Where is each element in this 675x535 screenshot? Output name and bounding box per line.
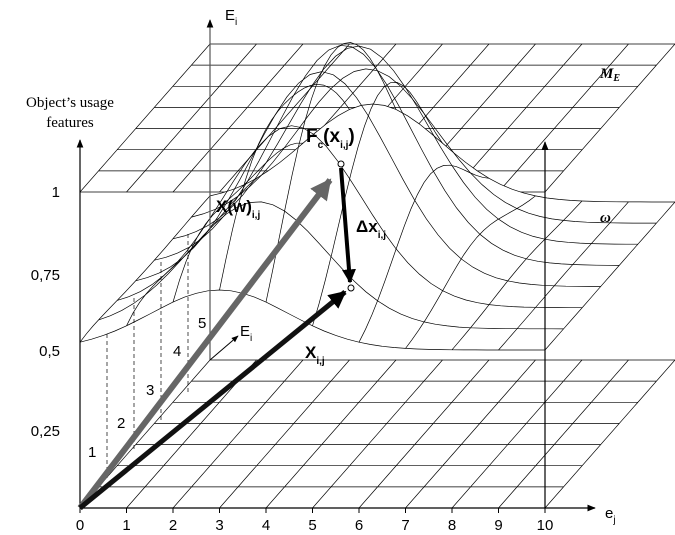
bottom-plane-grid [172, 359, 304, 509]
grids [79, 42, 675, 509]
surface-grid [312, 82, 443, 326]
y-tick: 1 [52, 184, 60, 201]
surface-edge [209, 103, 675, 203]
dx-label: Δxi,j [356, 217, 386, 241]
surface-grid [219, 83, 350, 291]
top-plane-grid [219, 43, 350, 193]
y-tick: 0,75 [31, 267, 60, 284]
foreground: Object’s usage features 1 0,75 0,5 0,25 0… [26, 7, 620, 534]
x-tick-label: 6 [355, 517, 363, 534]
delta-vector [339, 167, 356, 284]
depth-tick: 3 [146, 382, 154, 399]
top-plane-grid [544, 43, 675, 193]
depth-axis [209, 335, 239, 361]
x-vector [78, 290, 347, 510]
surface-fill [80, 104, 675, 350]
top-plane-grid [79, 43, 211, 193]
x-tick-label: 10 [537, 517, 554, 534]
x-tick-label: 1 [122, 517, 130, 534]
bottom-plane-grid [405, 359, 536, 509]
x-label-vec: Xi,j [305, 343, 325, 367]
x-tick-label: 9 [494, 517, 502, 534]
surface-grid [405, 195, 536, 349]
x-tick-label: 3 [215, 517, 223, 534]
y-tick: 0,25 [31, 423, 60, 440]
x-tick-label: 7 [401, 517, 409, 534]
depth-tick: 5 [198, 315, 206, 332]
x-label: ej [605, 505, 616, 526]
bottom-plane-grid [498, 359, 629, 509]
bottom-plane-grid [312, 359, 443, 509]
top-plane-grid [126, 43, 257, 193]
fc-label: Fc(xi,j) [306, 126, 355, 151]
x-tick-label: 5 [308, 517, 316, 534]
depth-tick: 4 [173, 343, 181, 360]
depth-tick: 2 [117, 415, 125, 432]
manifold-label: ME [599, 66, 620, 84]
xw-label: X(w)i,j [216, 197, 260, 221]
top-plane-grid [498, 43, 629, 193]
bottom-plane-grid [358, 359, 490, 509]
x-ticks: 0 1 2 3 4 5 6 7 8 9 10 [76, 508, 554, 534]
top-plane-grid [451, 43, 583, 193]
x-tick-label: 8 [448, 517, 456, 534]
dashed-lines [106, 233, 189, 478]
top-plane-grid [172, 43, 304, 193]
bottom-plane-grid [544, 359, 675, 509]
surface-grid [265, 42, 397, 303]
bottom-plane-grid [219, 359, 350, 509]
y-tick: 0,5 [39, 343, 60, 360]
surface-grid [172, 142, 303, 303]
surface-edge [544, 201, 675, 351]
surface-grid [358, 164, 490, 343]
surface-edge [79, 195, 211, 343]
surface-grid [451, 200, 583, 351]
x-tick-label: 4 [262, 517, 270, 534]
bottom-plane-grid [451, 359, 583, 509]
x-tick-label: 0 [76, 517, 84, 534]
bottom-plane-grid [265, 359, 397, 509]
omega-label: ω [600, 210, 611, 226]
surface-grid [154, 44, 620, 266]
depth-tick: 1 [88, 444, 96, 461]
e-top-label: Ei [225, 7, 237, 28]
y-label: Object’s usage features [26, 95, 114, 131]
point-x [347, 284, 355, 292]
e-mid-label: Ei [240, 323, 252, 344]
xw-vector [77, 178, 333, 510]
surface-edge [79, 289, 545, 351]
surface-grid [498, 201, 629, 351]
point-f [337, 160, 345, 168]
x-tick-label: 2 [169, 517, 177, 534]
